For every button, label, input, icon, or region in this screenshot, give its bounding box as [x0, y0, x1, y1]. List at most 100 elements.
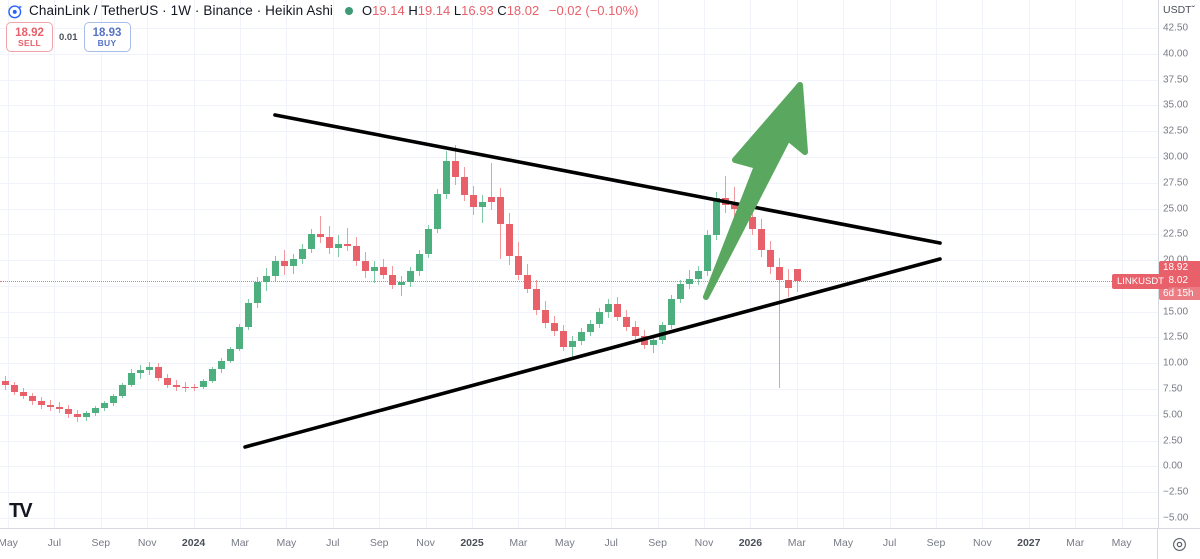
candle-body	[695, 271, 702, 279]
countdown-tag: 6d 15h	[1159, 286, 1200, 300]
time-axis[interactable]: May Jul Sep Nov 2024 Mar May Jul Sep Nov 2025 Mar Ma…	[0, 528, 1200, 559]
candle-body	[416, 253, 423, 272]
time-axis-tick: May	[1111, 537, 1132, 549]
chart-plot-area[interactable]	[0, 0, 1158, 528]
candle-body	[605, 304, 612, 312]
time-axis-tick: May	[554, 537, 575, 549]
buy-button[interactable]: 18.93 BUY	[83, 22, 131, 52]
time-axis-year-tick: 2026	[738, 537, 763, 549]
candle-body	[524, 274, 531, 289]
candle-body	[191, 386, 198, 389]
gridline-horizontal	[0, 28, 1158, 29]
candle-body	[101, 403, 108, 408]
price-axis-tick: 0.00	[1163, 460, 1183, 472]
candle-body	[587, 324, 594, 333]
candle-body	[110, 396, 117, 404]
time-axis-year-tick: 2027	[1017, 537, 1041, 549]
sell-button[interactable]: 18.92 SELL	[6, 22, 53, 52]
time-axis-tick: Mar	[230, 537, 250, 549]
candle-body	[722, 198, 729, 206]
candle-body	[209, 369, 216, 381]
candle-body	[137, 370, 144, 373]
time-axis-year-tick: 2024	[181, 537, 206, 549]
price-axis-tick: 7.50	[1163, 383, 1183, 395]
candle-body	[425, 229, 432, 254]
gridline-vertical	[194, 0, 195, 528]
time-axis-tick: Nov	[973, 537, 992, 549]
price-axis-tick: 27.50	[1163, 177, 1189, 189]
time-axis-tick: May	[0, 537, 18, 549]
candle-body	[146, 367, 153, 371]
sell-price: 18.92	[15, 26, 44, 39]
candle-wick	[491, 163, 492, 210]
high-value: 19.14	[417, 3, 451, 18]
candle-body	[290, 259, 297, 267]
candle-body	[569, 340, 576, 347]
sell-label: SELL	[18, 37, 41, 48]
candle-body	[623, 316, 630, 328]
buy-price: 18.93	[92, 26, 122, 39]
candle-body	[281, 261, 288, 267]
candle-body	[272, 261, 279, 276]
gear-icon[interactable]	[1172, 537, 1187, 552]
time-axis-tick: Jul	[326, 537, 340, 549]
candle-body	[65, 408, 72, 414]
candle-body	[128, 372, 135, 385]
price-axis[interactable]: USDTˇ 42.50 40.00 37.50 35.00 32.50 30.00 27.5…	[1158, 0, 1200, 528]
gridline-vertical	[240, 0, 241, 528]
candle-body	[299, 248, 306, 260]
candle-body	[362, 261, 369, 272]
candle-wick	[725, 175, 726, 213]
candle-body	[596, 311, 603, 325]
candle-body	[398, 281, 405, 285]
candle-body	[731, 205, 738, 209]
candle-body	[641, 336, 648, 345]
candle-body	[20, 392, 27, 397]
gridline-vertical	[54, 0, 55, 528]
candle-body	[245, 303, 252, 328]
candle-body	[2, 380, 9, 385]
candle-body	[758, 229, 765, 250]
candle-body	[56, 406, 63, 409]
candle-body	[155, 367, 162, 378]
candle-body	[506, 224, 513, 256]
candle-body	[218, 361, 225, 370]
time-axis-tick: May	[833, 537, 854, 549]
time-axis-tick: May	[276, 537, 297, 549]
gridline-vertical	[147, 0, 148, 528]
candle-body	[227, 348, 234, 362]
candle-wick	[734, 186, 735, 218]
chart-legend: ChainLink / TetherUS · 1W · Binance · He…	[8, 3, 638, 19]
time-axis-tick: Nov	[694, 537, 714, 549]
price-axis-tick: 32.50	[1163, 125, 1189, 137]
time-axis-tick: Nov	[416, 537, 435, 549]
candle-body	[470, 195, 477, 208]
market-status-dot	[345, 6, 354, 15]
price-axis-unit[interactable]: USDTˇ	[1163, 4, 1196, 16]
time-axis-year-tick: 2025	[460, 537, 484, 549]
candle-body	[11, 384, 18, 393]
tradingview-watermark-logo[interactable]: TV	[9, 500, 33, 522]
high-label: H	[408, 3, 418, 18]
candle-body	[497, 197, 504, 224]
last-price-tag: 18.02	[1159, 273, 1200, 287]
candle-body	[740, 208, 747, 217]
symbol-title[interactable]: ChainLink / TetherUS · 1W · Binance · He…	[29, 3, 334, 18]
price-axis-tick: 35.00	[1163, 99, 1189, 111]
candle-body	[767, 249, 774, 268]
gridline-vertical	[1075, 0, 1076, 528]
candle-body	[200, 380, 207, 387]
price-axis-tick: −2.50	[1163, 486, 1189, 498]
candle-body	[461, 176, 468, 196]
candle-body	[119, 384, 126, 397]
price-axis-tick: 5.00	[1163, 409, 1183, 421]
price-axis-tick: −5.00	[1163, 512, 1189, 524]
candle-body	[83, 412, 90, 417]
time-axis-tick: Sep	[926, 537, 946, 549]
candle-body	[254, 281, 261, 304]
last-price-line	[0, 280, 1158, 282]
price-axis-tick: 30.00	[1163, 151, 1189, 163]
candle-body	[614, 304, 621, 317]
open-value: 19.14	[372, 3, 405, 18]
